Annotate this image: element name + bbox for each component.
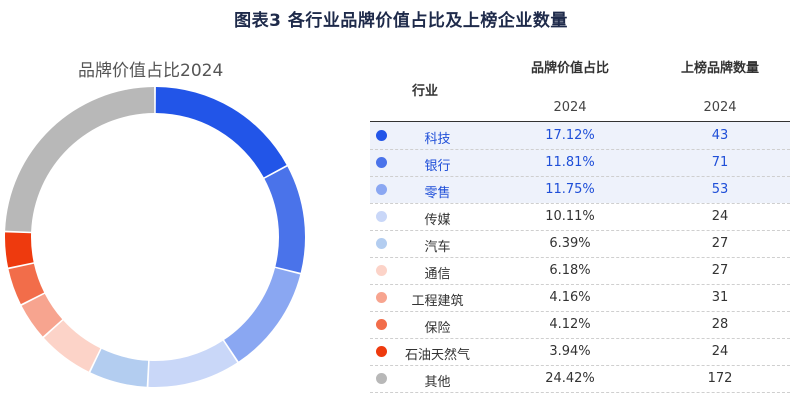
row-industry: 通信 (424, 267, 451, 282)
legend-dot-icon (376, 373, 387, 384)
row-industry: 汽车 (424, 240, 451, 255)
donut-slice-3 (224, 268, 301, 362)
row-share: 4.16% (549, 290, 591, 305)
row-count: 172 (707, 371, 733, 386)
highlight-band (370, 122, 790, 203)
row-share: 11.81% (545, 155, 595, 170)
table-row: 石油天然气 3.94% 24 (370, 338, 790, 366)
legend-dot-icon (376, 319, 387, 330)
donut-slice-8 (8, 263, 45, 305)
legend-dot-icon (376, 157, 387, 168)
table-row: 保险 4.12% 28 (370, 311, 790, 339)
row-count: 43 (711, 128, 729, 143)
header-industry: 行业 (411, 84, 438, 99)
row-share: 6.39% (549, 236, 591, 251)
row-count: 27 (711, 263, 729, 278)
row-share: 10.11% (545, 209, 595, 224)
row-industry: 石油天然气 (404, 348, 470, 363)
row-share: 6.18% (549, 263, 591, 278)
donut-title: 品牌价值占比2024 (78, 61, 224, 81)
row-share: 11.75% (545, 182, 595, 197)
table-row: 通信 6.18% 27 (370, 257, 790, 285)
row-industry: 科技 (424, 132, 451, 147)
table-row: 科技 17.12% 43 (370, 122, 790, 150)
row-industry: 保险 (424, 321, 451, 336)
row-count: 71 (711, 155, 729, 170)
row-count: 31 (711, 290, 729, 305)
donut-slice-1 (155, 87, 287, 178)
legend-dot-icon (376, 265, 387, 276)
donut-slice-4 (148, 340, 238, 387)
figure-title: 图表3 各行业品牌价值占比及上榜企业数量 (234, 11, 568, 31)
donut-slice-10 (5, 87, 155, 232)
row-industry: 工程建筑 (411, 294, 464, 309)
legend-dot-icon (376, 211, 387, 222)
legend-dot-icon (376, 184, 387, 195)
legend-dot-icon (376, 130, 387, 141)
row-industry: 其他 (424, 375, 451, 390)
row-count: 24 (711, 209, 729, 224)
table-row: 其他 24.42% 172 (370, 365, 790, 393)
donut-chart (4, 87, 305, 387)
row-count: 28 (711, 317, 729, 332)
row-count: 53 (711, 182, 729, 197)
donut-slice-9 (4, 232, 34, 268)
table-top-rule (370, 121, 790, 122)
header-count: 上榜品牌数量 (680, 61, 759, 76)
table-row: 工程建筑 4.16% 31 (370, 284, 790, 312)
donut-slice-7 (21, 293, 63, 337)
row-count: 27 (711, 236, 729, 251)
table-row: 汽车 6.39% 27 (370, 230, 790, 258)
donut-slice-2 (264, 166, 305, 273)
donut-slice-5 (90, 348, 149, 387)
table-row: 零售 11.75% 53 (370, 176, 790, 204)
row-count: 24 (711, 344, 729, 359)
legend-dot-icon (376, 238, 387, 249)
row-share: 4.12% (549, 317, 591, 332)
legend-dot-icon (376, 346, 387, 357)
table-row: 银行 11.81% 71 (370, 149, 790, 177)
header-share-year: 2024 (553, 100, 587, 115)
row-industry: 传媒 (424, 213, 451, 228)
header-count-year: 2024 (703, 100, 737, 115)
table-row: 传媒 10.11% 24 (370, 203, 790, 231)
row-industry: 零售 (424, 186, 451, 201)
legend-dot-icon (376, 292, 387, 303)
row-industry: 银行 (424, 159, 451, 174)
header-share: 品牌价值占比 (530, 61, 609, 76)
row-share: 17.12% (545, 128, 595, 143)
row-share: 3.94% (549, 344, 591, 359)
donut-slice-6 (43, 320, 101, 372)
row-share: 24.42% (545, 371, 595, 386)
